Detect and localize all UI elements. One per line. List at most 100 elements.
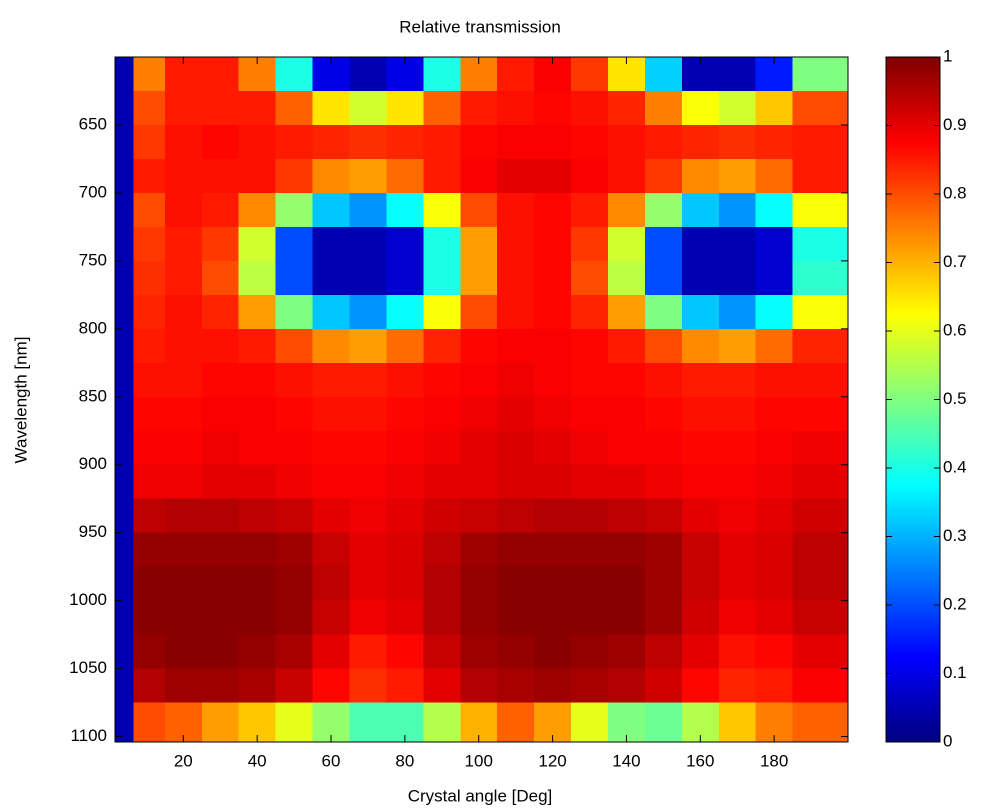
cell <box>349 600 387 636</box>
cell <box>133 498 166 534</box>
cell <box>460 566 498 602</box>
cell <box>718 57 757 92</box>
cell <box>534 600 572 636</box>
cell <box>201 566 240 602</box>
cell <box>133 158 166 194</box>
cell <box>423 260 461 296</box>
cell <box>201 634 240 670</box>
cell <box>349 192 387 228</box>
cell <box>275 464 314 500</box>
cell <box>349 260 387 296</box>
cell <box>497 226 535 262</box>
cell <box>201 124 240 160</box>
cell <box>755 532 794 568</box>
cell <box>571 294 609 330</box>
cell <box>238 158 277 194</box>
cell <box>497 124 535 160</box>
cell <box>275 158 314 194</box>
cell <box>644 294 683 330</box>
y-tick-label: 850 <box>79 386 107 405</box>
cell <box>275 192 314 228</box>
cell <box>792 498 849 534</box>
cell <box>755 294 794 330</box>
cell <box>386 294 424 330</box>
cell <box>349 396 387 432</box>
cell <box>386 328 424 364</box>
colorbar-tick-label: 0.1 <box>943 663 967 682</box>
cell <box>115 158 134 194</box>
cell <box>423 158 461 194</box>
cell <box>497 634 535 670</box>
cell <box>534 498 572 534</box>
x-tick-label: 60 <box>322 751 341 770</box>
cell <box>497 702 535 743</box>
cell <box>164 600 203 636</box>
heatmap-cells <box>115 57 849 743</box>
cell <box>238 566 277 602</box>
cell <box>386 600 424 636</box>
cell <box>718 260 757 296</box>
cell <box>681 634 720 670</box>
cell <box>534 90 572 126</box>
cell <box>312 362 350 398</box>
cell <box>755 396 794 432</box>
cell <box>423 498 461 534</box>
cell <box>386 362 424 398</box>
cell <box>644 158 683 194</box>
cell <box>164 498 203 534</box>
cell <box>275 90 314 126</box>
cell <box>644 124 683 160</box>
cell <box>571 192 609 228</box>
cell <box>718 430 757 466</box>
cell <box>571 362 609 398</box>
cell <box>133 430 166 466</box>
cell <box>238 124 277 160</box>
cell <box>681 124 720 160</box>
cell <box>386 430 424 466</box>
cell <box>607 362 646 398</box>
cell <box>349 634 387 670</box>
cell <box>644 702 683 743</box>
cell <box>571 566 609 602</box>
cell <box>312 532 350 568</box>
cell <box>681 328 720 364</box>
cell <box>644 498 683 534</box>
cell <box>312 192 350 228</box>
cell <box>644 668 683 704</box>
cell <box>115 702 134 743</box>
cell <box>164 158 203 194</box>
colorbar-tick-label: 0.9 <box>943 115 967 134</box>
cell <box>238 498 277 534</box>
cell <box>386 532 424 568</box>
cell <box>755 668 794 704</box>
cell <box>460 396 498 432</box>
cell <box>133 566 166 602</box>
colorbar-tick-label: 0.5 <box>943 389 967 408</box>
cell <box>644 532 683 568</box>
cell <box>164 90 203 126</box>
x-tick-label: 120 <box>538 751 566 770</box>
cell <box>423 600 461 636</box>
cell <box>423 294 461 330</box>
cell <box>201 668 240 704</box>
cell <box>201 600 240 636</box>
cell <box>238 226 277 262</box>
cell <box>755 158 794 194</box>
cell <box>201 226 240 262</box>
cell <box>681 294 720 330</box>
cell <box>792 464 849 500</box>
cell <box>571 57 609 92</box>
cell <box>133 464 166 500</box>
colorbar-tick-label: 0.6 <box>943 320 967 339</box>
cell <box>460 634 498 670</box>
cell <box>238 600 277 636</box>
cell <box>312 430 350 466</box>
cell <box>312 668 350 704</box>
cell <box>275 362 314 398</box>
cell <box>164 260 203 296</box>
cell <box>792 260 849 296</box>
cell <box>681 498 720 534</box>
cell <box>644 600 683 636</box>
cell <box>497 566 535 602</box>
